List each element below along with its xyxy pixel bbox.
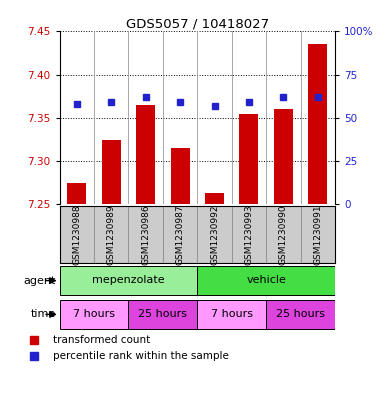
- Bar: [274, 109, 293, 204]
- Bar: [308, 44, 327, 204]
- Bar: [197, 266, 335, 295]
- Text: GSM1230992: GSM1230992: [210, 204, 219, 264]
- Bar: [171, 148, 189, 204]
- Bar: [129, 300, 197, 329]
- Text: mepenzolate: mepenzolate: [92, 275, 165, 285]
- Text: GSM1230989: GSM1230989: [107, 204, 116, 265]
- Bar: [239, 114, 258, 204]
- Text: time: time: [30, 309, 56, 320]
- Text: GSM1230987: GSM1230987: [176, 204, 185, 265]
- Text: 7 hours: 7 hours: [211, 309, 253, 319]
- Text: GSM1230988: GSM1230988: [72, 204, 81, 265]
- Bar: [205, 193, 224, 204]
- Text: 25 hours: 25 hours: [276, 309, 325, 319]
- Text: GSM1230990: GSM1230990: [279, 204, 288, 265]
- Text: transformed count: transformed count: [53, 335, 150, 345]
- Bar: [102, 140, 121, 204]
- Bar: [60, 300, 129, 329]
- Text: percentile rank within the sample: percentile rank within the sample: [53, 351, 229, 361]
- Text: vehicle: vehicle: [246, 275, 286, 285]
- Bar: [266, 300, 335, 329]
- Text: GSM1230993: GSM1230993: [244, 204, 253, 265]
- Bar: [67, 183, 86, 204]
- Bar: [60, 266, 197, 295]
- Text: 25 hours: 25 hours: [138, 309, 187, 319]
- Bar: [136, 105, 155, 204]
- Text: GSM1230991: GSM1230991: [313, 204, 322, 265]
- Text: 7 hours: 7 hours: [73, 309, 115, 319]
- Text: GSM1230986: GSM1230986: [141, 204, 150, 265]
- Bar: [197, 300, 266, 329]
- Title: GDS5057 / 10418027: GDS5057 / 10418027: [126, 17, 269, 30]
- Text: agent: agent: [23, 275, 56, 286]
